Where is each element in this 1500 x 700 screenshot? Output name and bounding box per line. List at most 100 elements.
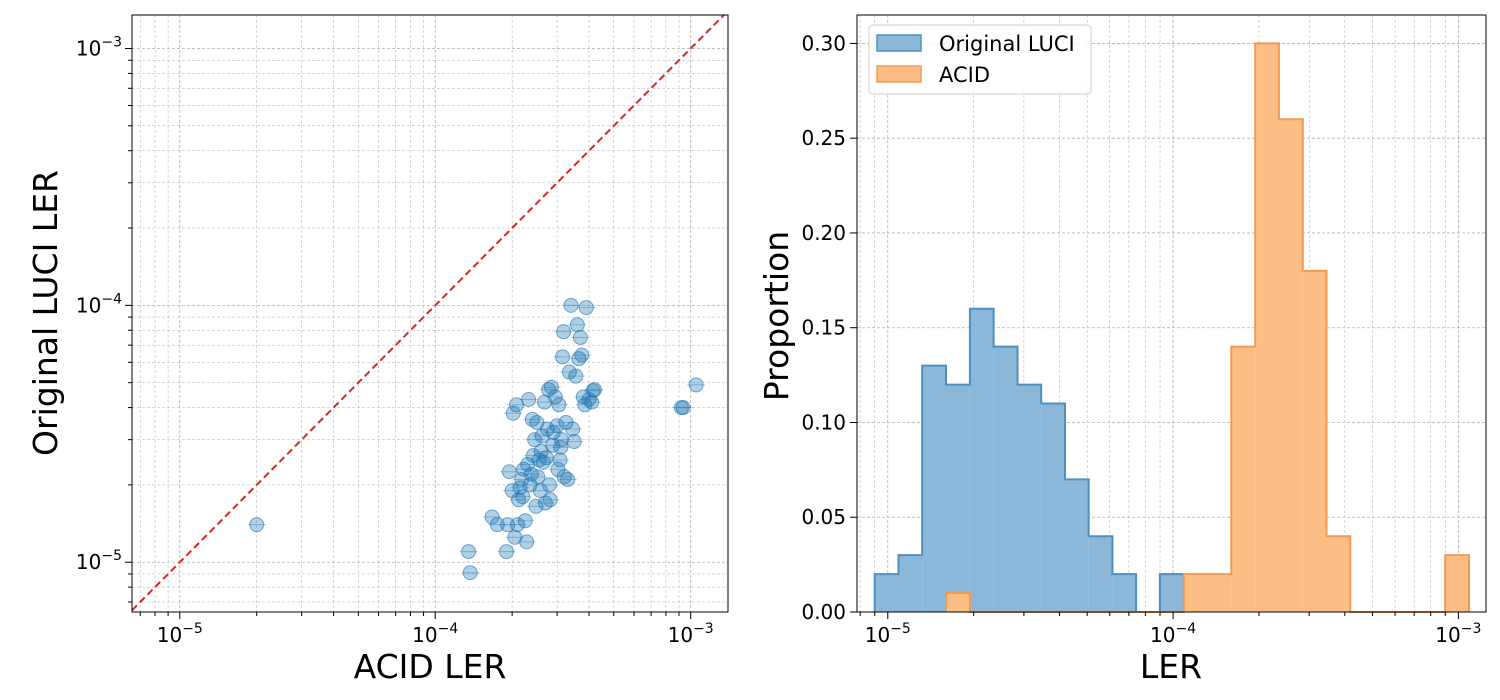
scatter-point-marker (501, 464, 517, 480)
scatter-point (497, 544, 516, 560)
scatter-point-marker (547, 389, 563, 405)
histogram-panel: 10−5 10−4 10−3 0.00 0.05 0.10 0.15 0.20 0.25 0.3… (757, 14, 1487, 686)
scatter-x-ticks: 10−5 10−4 10−3 (139, 612, 714, 647)
scatter-point (534, 454, 553, 470)
scatter-point (519, 391, 538, 407)
scatter-point (571, 329, 590, 345)
scatter-point-marker (563, 297, 579, 313)
scatter-point-marker (552, 452, 568, 468)
scatter-points (247, 297, 706, 581)
scatter-point (551, 452, 570, 468)
scatter-point-marker (535, 454, 551, 470)
scatter-y-tick-label: 10−3 (76, 34, 122, 60)
scatter-point (566, 368, 585, 384)
histogram-x-tick-label: 10−3 (1435, 621, 1481, 647)
scatter-x-axis-label: ACID LER (354, 647, 507, 686)
histogram-bar (1445, 555, 1470, 612)
histogram-bar (1041, 403, 1065, 612)
histogram-x-tick-label: 10−4 (1150, 621, 1196, 647)
histogram-bar (993, 346, 1018, 612)
histogram-bar (1017, 384, 1042, 612)
histogram-y-tick-label: 0.00 (801, 600, 846, 624)
scatter-point (572, 347, 591, 363)
scatter-point-marker (249, 517, 265, 533)
scatter-point (549, 397, 568, 413)
scatter-point-marker (565, 421, 581, 437)
scatter-point (554, 324, 573, 340)
scatter-point-marker (574, 347, 590, 363)
reference-line-y-equals-x (131, 14, 725, 611)
histogram-y-tick-label: 0.15 (801, 316, 846, 340)
histogram-bar (946, 593, 970, 612)
scatter-y-axis-label: Original LUCI LER (26, 170, 65, 456)
scatter-point-marker (461, 544, 477, 560)
histogram-bar (1278, 119, 1303, 612)
scatter-frame (131, 14, 729, 613)
scatter-point (546, 389, 565, 405)
scatter-point-marker (510, 517, 526, 533)
histogram-x-ticks: 10−5 10−4 10−3 (859, 612, 1481, 647)
scatter-point (527, 414, 546, 430)
scatter-point (585, 382, 604, 398)
histogram-legend: Original LUCI ACID (868, 24, 1092, 95)
scatter-point (551, 439, 570, 455)
histogram-x-axis-label: LER (1140, 647, 1202, 686)
scatter-point (548, 418, 567, 434)
scatter-point-marker (517, 513, 533, 529)
scatter-point-marker (560, 471, 576, 487)
scatter-point (247, 517, 266, 533)
histogram-bar (1302, 270, 1327, 612)
histogram-bars (873, 42, 1471, 613)
scatter-point-marker (675, 400, 691, 416)
scatter-point (483, 509, 502, 525)
histogram-bar (969, 308, 994, 612)
scatter-point (542, 379, 561, 395)
scatter-point-marker (543, 379, 559, 395)
scatter-point-marker (584, 394, 600, 410)
scatter-point (513, 489, 532, 505)
legend-label-original-luci: Original LUCI (939, 32, 1075, 56)
scatter-point-marker (566, 434, 582, 450)
scatter-point-marker (505, 405, 521, 421)
scatter-point (514, 461, 533, 477)
histogram-step-outline (873, 307, 1185, 613)
scatter-point (488, 517, 507, 533)
scatter-point (568, 317, 587, 333)
scatter-plot-area (132, 15, 728, 612)
scatter-point (674, 400, 693, 416)
histogram-bar (922, 365, 947, 612)
histogram-y-tick-label: 0.20 (801, 221, 846, 245)
scatter-point-marker (572, 329, 588, 345)
scatter-grid (132, 15, 728, 612)
scatter-y-tick-label: 10−4 (76, 291, 122, 317)
scatter-point (561, 297, 580, 313)
scatter-point-marker (569, 317, 585, 333)
histogram-bar (898, 555, 923, 612)
scatter-point-marker (549, 418, 565, 434)
scatter-point-marker (484, 509, 500, 525)
histogram-bar (1326, 536, 1351, 612)
scatter-point-marker (520, 457, 536, 473)
histogram-series-original-luci (873, 307, 1185, 613)
scatter-point (552, 432, 571, 448)
scatter-point-marker (489, 517, 505, 533)
histogram-frame (856, 14, 1487, 613)
scatter-point (540, 477, 559, 493)
scatter-point (517, 534, 536, 550)
scatter-point-marker (550, 461, 566, 477)
histogram-bar (874, 574, 899, 612)
histogram-bar (1255, 43, 1279, 612)
scatter-point (577, 300, 596, 316)
scatter-point-marker (515, 489, 531, 505)
scatter-point (459, 544, 478, 560)
scatter-point-marker (462, 565, 478, 581)
scatter-point-marker (516, 461, 532, 477)
scatter-x-tick-label: 10−5 (157, 621, 203, 647)
scatter-point-marker (578, 300, 594, 316)
scatter-point (687, 377, 706, 393)
histogram-bar (946, 384, 970, 612)
scatter-point (461, 565, 480, 581)
histogram-x-tick-label: 10−5 (865, 621, 911, 647)
scatter-point (541, 492, 560, 508)
